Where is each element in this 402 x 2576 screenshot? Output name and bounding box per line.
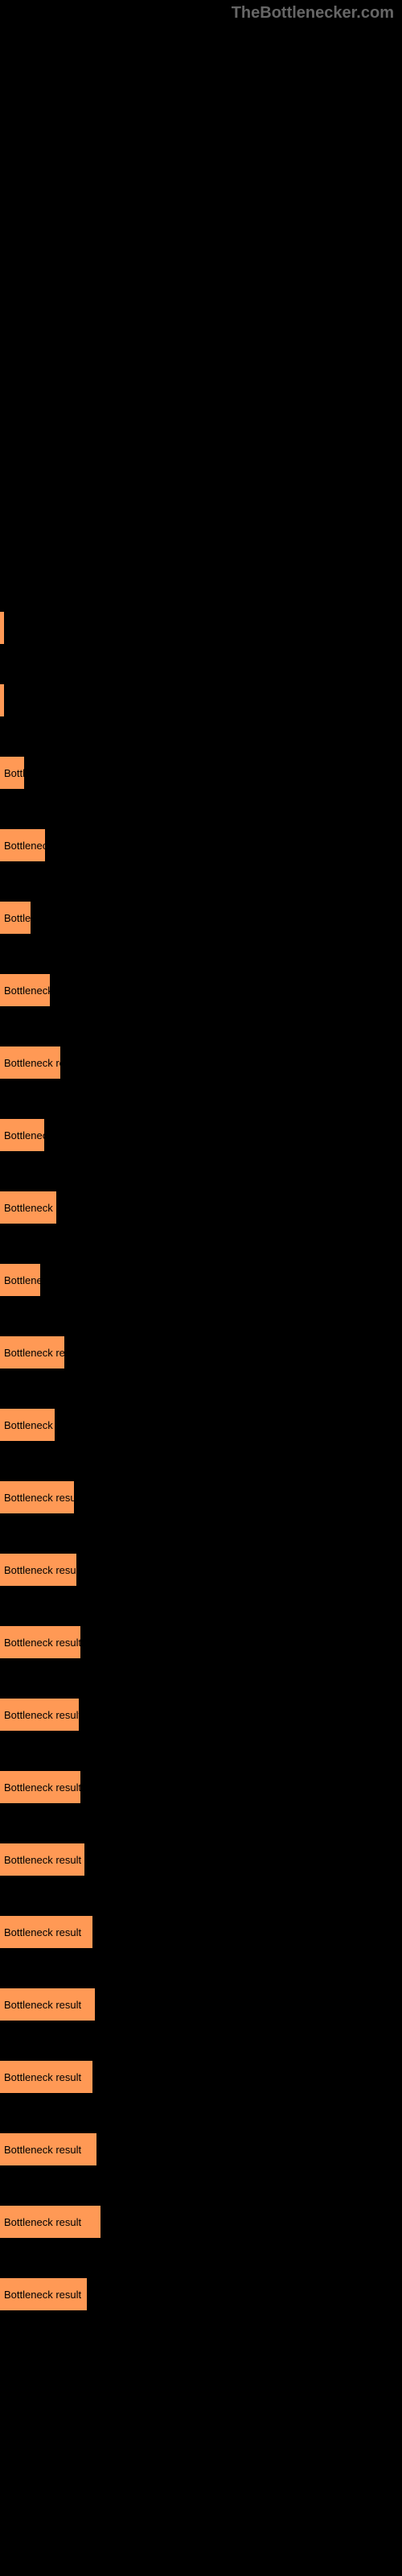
bar-row: Bottleneck result: [0, 1481, 402, 1513]
bar: Bottleneck result: [0, 2133, 96, 2165]
bar-row: Bottleneck result: [0, 1988, 402, 2021]
bar: Bottleneck: [0, 829, 45, 861]
bar-row: Bottleneck result: [0, 1916, 402, 1948]
bar: Bottleneck r: [0, 974, 50, 1006]
bar: Bottleneck result: [0, 1988, 95, 2021]
bar: Bottleneck: [0, 1119, 44, 1151]
bar-row: Bottleneck result: [0, 1699, 402, 1731]
bar-row: Bottlen: [0, 902, 402, 934]
bar: Bottlen: [0, 902, 31, 934]
bar: Bottleneck res: [0, 1046, 60, 1079]
bar-row: Bottlenec: [0, 1264, 402, 1296]
bar-row: Bottleneck: [0, 1119, 402, 1151]
chart-container: Bottle Bottleneck Bottlen Bottleneck r Bottl…: [0, 0, 402, 2310]
bar: Bottlenec: [0, 1264, 40, 1296]
bar-row: Bottleneck resu: [0, 1336, 402, 1368]
bar-row: Bottleneck res: [0, 1046, 402, 1079]
bar-row: Bottle: [0, 757, 402, 789]
bar-row: Bottleneck result: [0, 2278, 402, 2310]
bar-row: Bottleneck re: [0, 1409, 402, 1441]
bar: Bottleneck result: [0, 2206, 100, 2238]
bar: Bottleneck result: [0, 1626, 80, 1658]
bar-row: Bottleneck re: [0, 1191, 402, 1224]
bar-row: Bottleneck r: [0, 974, 402, 1006]
bar: [0, 684, 4, 716]
bar: Bottleneck result: [0, 2061, 92, 2093]
bar: Bottleneck result: [0, 1554, 76, 1586]
bar-row: Bottleneck result: [0, 1554, 402, 1586]
bar-row: Bottleneck result: [0, 1771, 402, 1803]
watermark: TheBottlenecker.com: [232, 4, 394, 23]
bar: Bottleneck result: [0, 1843, 84, 1876]
bar: [0, 612, 4, 644]
bar: Bottle: [0, 757, 24, 789]
bar-row: Bottleneck result: [0, 1843, 402, 1876]
bar-row: Bottleneck result: [0, 2206, 402, 2238]
bar: Bottleneck result: [0, 1699, 79, 1731]
bar: Bottleneck resu: [0, 1336, 64, 1368]
bar-row: [0, 612, 402, 644]
bar: Bottleneck re: [0, 1191, 56, 1224]
bar: Bottleneck result: [0, 1481, 74, 1513]
bar-row: Bottleneck result: [0, 2061, 402, 2093]
bar: Bottleneck result: [0, 2278, 87, 2310]
bar-row: Bottleneck result: [0, 2133, 402, 2165]
bar: Bottleneck re: [0, 1409, 55, 1441]
bar: Bottleneck result: [0, 1771, 80, 1803]
bar-row: Bottleneck: [0, 829, 402, 861]
bar-row: [0, 684, 402, 716]
bar-row: Bottleneck result: [0, 1626, 402, 1658]
bar: Bottleneck result: [0, 1916, 92, 1948]
